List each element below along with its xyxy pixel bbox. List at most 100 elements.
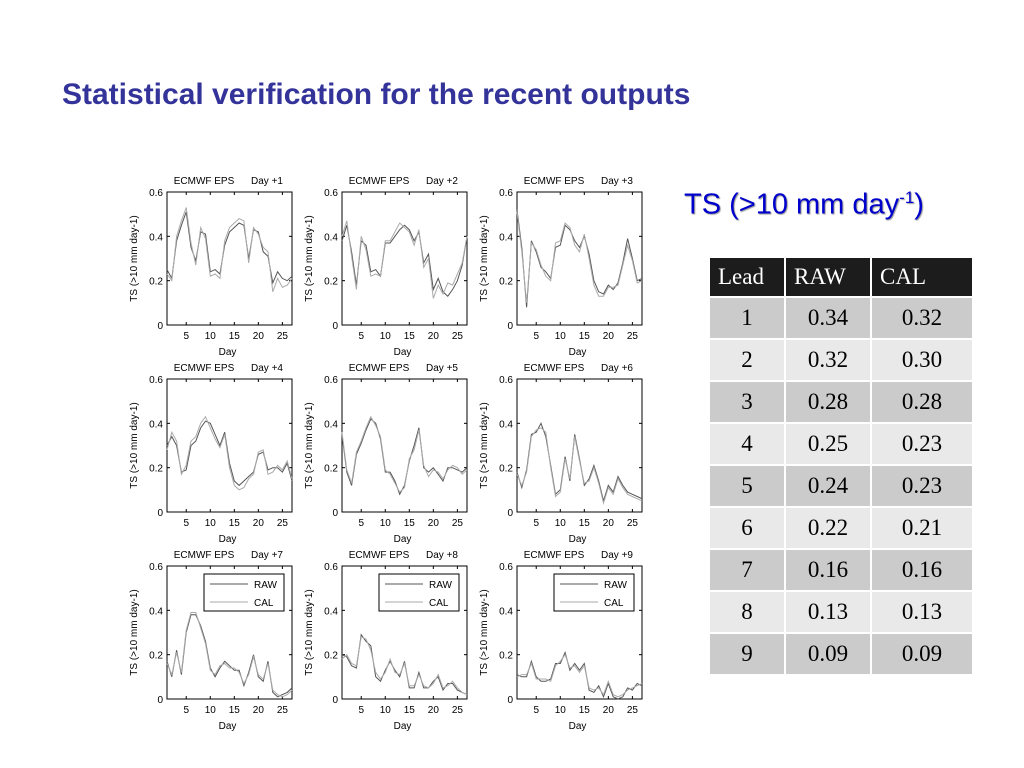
legend-box (203, 573, 285, 612)
y-tick-label: 0 (332, 508, 338, 519)
x-tick-label: 10 (380, 705, 392, 716)
chart-title-model: ECMWF EPS (349, 176, 410, 187)
ts-chart-panel: ECMWF EPS Day +6 5 10 15 20 25 0 0.2 0.4 0.6 Day TS … (479, 363, 643, 545)
chart-title-lead: Day +9 (601, 550, 633, 561)
y-tick-label: 0.2 (499, 464, 513, 475)
series-line-raw (166, 211, 293, 285)
x-tick-label: 5 (183, 331, 189, 342)
table-cell-cal: 0.23 (870, 464, 974, 508)
chart-title-model: ECMWF EPS (174, 176, 235, 187)
y-tick-label: 0.6 (324, 188, 338, 199)
legend-label-cal: CAL (429, 598, 449, 609)
table-cell-lead: 7 (708, 548, 786, 592)
y-axis-label: TS (>10 mm day-1) (479, 402, 490, 488)
table-cell-cal: 0.32 (870, 296, 974, 340)
table-header-cal: CAL (870, 256, 974, 298)
y-tick-label: 0.4 (324, 419, 338, 430)
legend-label-raw: RAW (604, 580, 628, 591)
plot-frame (341, 191, 468, 326)
legend-label-raw: RAW (254, 580, 278, 591)
x-tick-label: 15 (404, 518, 416, 529)
chart-title-lead: Day +4 (251, 363, 283, 374)
y-tick-label: 0 (332, 695, 338, 706)
plot-frame (516, 378, 643, 513)
table-cell-raw: 0.16 (784, 548, 872, 592)
series-line-cal (166, 415, 293, 491)
table-row: 6 0.22 0.21 (708, 506, 974, 550)
y-tick-label: 0.4 (149, 232, 163, 243)
series-line-raw (166, 614, 293, 698)
ts-chart-panel: ECMWF EPS Day +2 5 10 15 20 25 0 0.2 0.4 0.6 Day TS … (304, 176, 468, 358)
y-axis-label: TS (>10 mm day-1) (304, 215, 315, 301)
chart-title-lead: Day +2 (426, 176, 458, 187)
chart-title-model: ECMWF EPS (349, 550, 410, 561)
ts-charts-grid: ECMWF EPS Day +1 5 10 15 20 25 0 0.2 0.4 0.6 Day TS … (129, 176, 643, 732)
y-tick-label: 0.6 (499, 375, 513, 386)
series-line-raw (341, 633, 468, 696)
chart-legend: RAW CAL (553, 573, 635, 612)
x-axis-label: Day (394, 534, 412, 545)
x-axis-label: Day (394, 347, 412, 358)
x-tick-label: 5 (183, 518, 189, 529)
y-tick-label: 0.6 (149, 375, 163, 386)
x-tick-label: 5 (533, 518, 539, 529)
x-tick-label: 25 (627, 331, 639, 342)
x-tick-label: 10 (380, 518, 392, 529)
slide-title: Statistical verification for the recent … (62, 78, 691, 111)
chart-legend: RAW CAL (378, 573, 460, 612)
y-axis-label: TS (>10 mm day-1) (304, 589, 315, 675)
x-tick-label: 10 (205, 331, 217, 342)
y-tick-label: 0.2 (499, 277, 513, 288)
legend-label-cal: CAL (254, 598, 274, 609)
y-tick-label: 0 (157, 321, 163, 332)
table-body: 1 0.34 0.32 2 0.32 0.30 3 0.28 0.28 4 0.25 0.23 5 0.2… (708, 296, 974, 676)
plot-frame (341, 565, 468, 700)
y-tick-label: 0.6 (324, 375, 338, 386)
series-line-cal (166, 612, 293, 698)
series-line-cal (516, 653, 643, 698)
series-line-cal (516, 427, 643, 505)
series-line-raw (516, 650, 643, 700)
y-tick-label: 0.2 (149, 464, 163, 475)
table-cell-cal: 0.09 (870, 632, 974, 676)
series-line-cal (341, 220, 468, 299)
y-axis-label: TS (>10 mm day-1) (304, 402, 315, 488)
ts-heading-close: ) (914, 188, 924, 221)
series-line-cal (166, 207, 293, 292)
plot-frame (516, 191, 643, 326)
table-cell-raw: 0.34 (784, 296, 872, 340)
chart-title-model: ECMWF EPS (174, 363, 235, 374)
x-axis-label: Day (569, 721, 587, 732)
x-tick-label: 10 (205, 518, 217, 529)
y-tick-label: 0.4 (324, 606, 338, 617)
x-tick-label: 20 (603, 331, 615, 342)
table-cell-raw: 0.28 (784, 380, 872, 424)
chart-title-model: ECMWF EPS (349, 363, 410, 374)
lead-ts-table: Lead RAW CAL 1 0.34 0.32 2 0.32 0.30 3 0.28 0.28… (708, 256, 974, 676)
legend-box (378, 573, 460, 612)
plot-frame (166, 191, 293, 326)
chart-title-model: ECMWF EPS (524, 363, 585, 374)
chart-title-lead: Day +5 (426, 363, 458, 374)
legend-label-cal: CAL (604, 598, 624, 609)
chart-title-model: ECMWF EPS (524, 176, 585, 187)
y-tick-label: 0 (507, 321, 513, 332)
table-cell-cal: 0.21 (870, 506, 974, 550)
y-tick-label: 0.4 (499, 232, 513, 243)
table-cell-cal: 0.16 (870, 548, 974, 592)
table-header-raw: RAW (784, 256, 872, 298)
chart-title-model: ECMWF EPS (524, 550, 585, 561)
table-cell-lead: 4 (708, 422, 786, 466)
table-cell-raw: 0.32 (784, 338, 872, 382)
chart-title-lead: Day +6 (601, 363, 633, 374)
y-axis-label: TS (>10 mm day-1) (479, 589, 490, 675)
x-tick-label: 5 (358, 705, 364, 716)
x-tick-label: 10 (380, 331, 392, 342)
x-axis-label: Day (219, 534, 237, 545)
x-tick-label: 15 (404, 705, 416, 716)
x-tick-label: 20 (428, 518, 440, 529)
y-tick-label: 0.2 (324, 277, 338, 288)
x-tick-label: 20 (603, 705, 615, 716)
table-cell-lead: 8 (708, 590, 786, 634)
x-tick-label: 25 (277, 705, 289, 716)
